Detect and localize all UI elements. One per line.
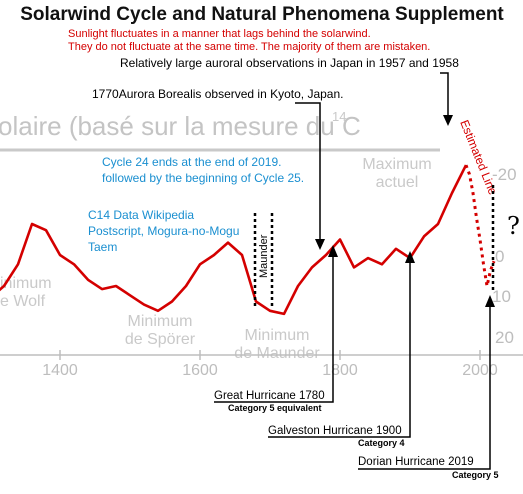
cycle-note-line-1: Cycle 24 ends at the end of 2019.: [102, 155, 281, 169]
minimum-wolf-label-2: e Wolf: [0, 293, 46, 310]
minimum-maunder-label-2: de Maunder: [234, 345, 320, 362]
minimum-sporer-label-1: Minimum: [128, 313, 193, 330]
dorian-hurricane-label: Dorian Hurricane 2019: [358, 456, 474, 468]
y-tick-label: -20: [492, 165, 517, 184]
question-mark: ?: [507, 212, 520, 240]
dorian-hurricane-category: Category 5: [452, 470, 499, 480]
great-hurricane-arrowhead: [328, 245, 338, 257]
background-superscript: 14: [332, 109, 346, 124]
subtitle-line-2: They do not fluctuate at the same time. …: [68, 41, 430, 53]
source-note-line-2: Postscript, Mogura-no-Mogu: [88, 224, 239, 238]
galveston-hurricane-arrow: [268, 258, 411, 438]
dorian-hurricane-arrow: [358, 302, 491, 470]
galveston-hurricane-label: Galveston Hurricane 1900: [268, 425, 402, 437]
y-tick-label: 10: [492, 287, 511, 306]
maximum-actuel-label-1: Maximum: [362, 156, 431, 173]
aurora-japan-annotation: Relatively large auroral observations in…: [120, 56, 459, 70]
minimum-sporer-label-2: de Spörer: [125, 331, 196, 348]
source-note-line-3: Taem: [88, 240, 117, 254]
estimated-line: [464, 164, 496, 287]
source-note-line-1: C14 Data Wikipedia: [88, 208, 194, 222]
aurora-japan-arrow: [440, 72, 449, 120]
dorian-hurricane-arrowhead: [485, 295, 495, 307]
galveston-hurricane-arrowhead: [405, 251, 415, 263]
y-tick-label: 20: [495, 328, 514, 347]
background-title: olaire (basé sur la mesure du C: [0, 111, 361, 141]
solar-activity-line: [0, 164, 468, 316]
maximum-actuel-label-2: actuel: [376, 174, 419, 191]
x-ticks: 1400 1600 1800 2000: [42, 350, 498, 379]
x-tick-label: 2000: [462, 362, 498, 379]
subtitle-line-1: Sunlight fluctuates in a manner that lag…: [68, 28, 371, 40]
minimum-wolf-label-1: inimum: [0, 275, 52, 292]
aurora-kyoto-arrowhead: [315, 239, 325, 250]
cycle-note-line-2: followed by the beginning of Cycle 25.: [102, 171, 304, 185]
aurora-kyoto-annotation: 1770Aurora Borealis observed in Kyoto, J…: [92, 87, 344, 101]
y-tick-label: 0: [495, 247, 504, 266]
chart-title: Solarwind Cycle and Natural Phenomena Su…: [20, 4, 504, 25]
galveston-hurricane-category: Category 4: [358, 438, 405, 448]
x-tick-label: 1600: [182, 362, 218, 379]
minimum-maunder-label-1: Minimum: [245, 327, 310, 344]
x-tick-label: 1800: [322, 362, 358, 379]
x-tick-label: 1400: [42, 362, 78, 379]
maunder-label: Maunder: [258, 234, 270, 278]
great-hurricane-arrow: [214, 252, 334, 403]
aurora-kyoto-arrow: [295, 102, 321, 244]
great-hurricane-label: Great Hurricane 1780: [214, 390, 325, 402]
great-hurricane-category: Category 5 equivalent: [228, 403, 322, 413]
aurora-japan-arrowhead: [443, 115, 453, 126]
